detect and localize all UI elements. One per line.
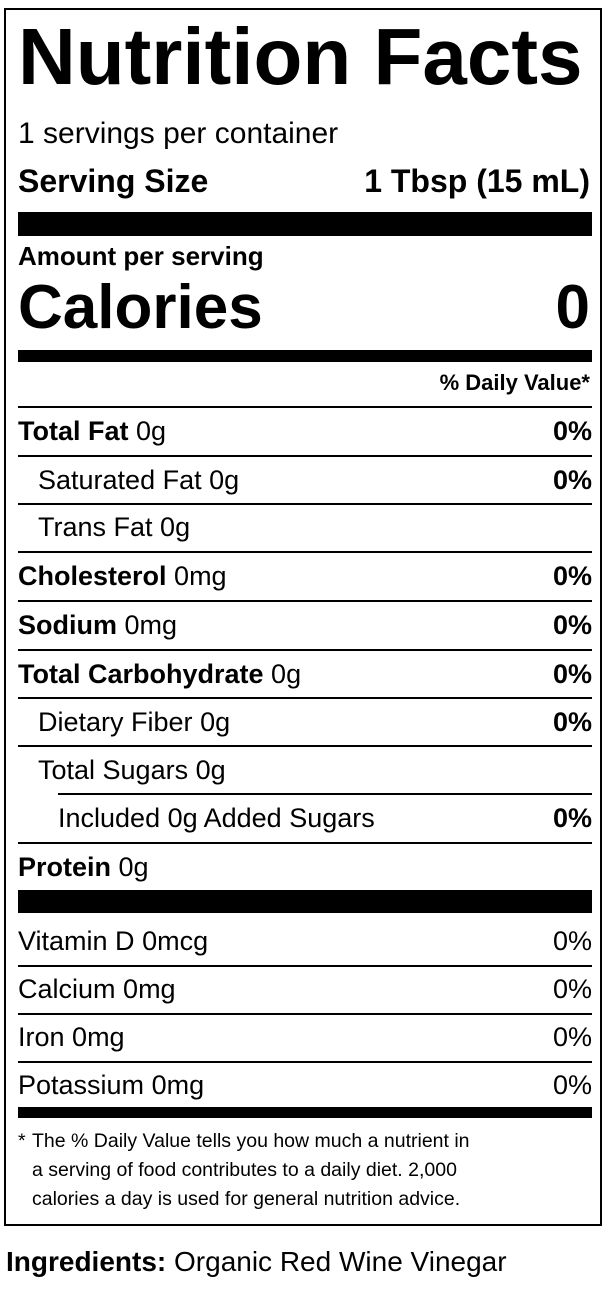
label-border <box>4 8 602 1226</box>
nutrient-name: Total Carbohydrate <box>18 658 264 689</box>
daily-value: 0% <box>552 973 592 1004</box>
rule <box>18 1013 592 1015</box>
daily-value: 0% <box>552 464 592 495</box>
vitamin-row: Calcium 0mg 0% <box>18 965 592 1013</box>
thick-bar <box>18 212 592 236</box>
vitamin-row: Iron 0mg 0% <box>18 1013 592 1061</box>
nutrient-amount: 0g <box>136 415 167 446</box>
nutrient-amount: 0g <box>118 851 149 882</box>
footnote-line: a serving of food contributes to a daily… <box>32 1159 457 1181</box>
nutrient-row: Total Fat 0g 0% <box>18 407 592 455</box>
vitamin-name: Iron <box>18 1021 65 1052</box>
vitamin-name: Potassium <box>18 1069 145 1100</box>
daily-value: 0% <box>552 415 592 446</box>
nutrient-row: Sodium 0mg 0% <box>18 601 592 649</box>
nutrient-amount: 0g <box>209 464 240 495</box>
vitamin-name: Vitamin D <box>18 925 135 956</box>
ingredients-text: Organic Red Wine Vinegar <box>174 1246 507 1277</box>
rule <box>58 793 592 795</box>
nutrient-name: Total Sugars <box>38 754 189 785</box>
nutrient-name: Dietary Fiber <box>38 706 193 737</box>
rule <box>18 503 592 505</box>
rule <box>18 842 592 844</box>
rule <box>18 455 592 457</box>
calories-value: 0 <box>555 273 590 342</box>
footnote-mark: * <box>18 1130 26 1152</box>
nutrient-amount: 0mg <box>124 609 178 640</box>
nutrient-row: Trans Fat 0g <box>18 503 592 551</box>
daily-value: 0% <box>552 706 592 737</box>
daily-value: 0% <box>552 560 592 591</box>
vitamin-row: Potassium 0mg 0% <box>18 1061 592 1109</box>
rule <box>18 406 592 408</box>
daily-value: 0% <box>552 1021 592 1052</box>
ingredients-label: Ingredients: <box>6 1246 167 1277</box>
nutrient-amount: 0g <box>195 754 226 785</box>
medium-bar <box>18 1107 592 1118</box>
rule <box>18 600 592 602</box>
nutrient-name: Protein <box>18 851 112 882</box>
nutrient-name: Total Fat <box>18 415 129 446</box>
nutrient-row: Included 0g Added Sugars 0% <box>18 794 592 842</box>
daily-value: 0% <box>552 609 592 640</box>
footnote-line: The % Daily Value tells you how much a n… <box>32 1130 470 1152</box>
ingredients: Ingredients: Organic Red Wine Vinegar <box>6 1248 507 1276</box>
daily-value: 0% <box>552 658 592 689</box>
nutrient-amount: 0g <box>271 658 302 689</box>
vitamin-amount: 0mg <box>123 973 176 1004</box>
nutrient-row: Saturated Fat 0g 0% <box>18 456 592 504</box>
rule <box>18 697 592 699</box>
rule <box>18 1061 592 1063</box>
daily-value: 0% <box>552 1069 592 1100</box>
vitamin-name: Calcium <box>18 973 116 1004</box>
nutrient-row: Total Sugars 0g <box>18 746 592 794</box>
nutrient-name: Saturated Fat <box>38 464 202 495</box>
nutrient-amount: 0g <box>160 511 191 542</box>
servings: 1 servings per container <box>18 117 339 150</box>
rule <box>18 551 592 553</box>
amount-per-serving: Amount per serving <box>18 241 264 271</box>
daily-value: 0% <box>552 925 592 956</box>
medium-bar <box>18 350 592 362</box>
nutrient-name: Cholesterol <box>18 560 167 591</box>
vitamin-amount: 0mg <box>72 1021 125 1052</box>
nutrient-amount: 0mg <box>174 560 227 591</box>
rule <box>18 745 592 747</box>
vitamin-amount: 0mcg <box>142 925 209 956</box>
rule <box>18 649 592 651</box>
nutrient-name: Included 0g Added Sugars <box>58 802 375 833</box>
nutrient-name: Trans Fat <box>38 511 153 542</box>
vitamin-row: Vitamin D 0mcg 0% <box>18 917 592 965</box>
nutrient-row: Dietary Fiber 0g 0% <box>18 698 592 746</box>
thick-bar <box>18 890 592 913</box>
vitamin-amount: 0mg <box>151 1069 205 1100</box>
nutrient-row: Protein 0g <box>18 843 592 891</box>
daily-value-header: % Daily Value* <box>439 370 590 395</box>
nutrient-row: Cholesterol 0mg 0% <box>18 552 592 600</box>
nutrient-amount: 0g <box>200 706 231 737</box>
footnote: * The % Daily Value tells you how much a… <box>18 1127 470 1214</box>
nutrient-name: Sodium <box>18 609 117 640</box>
footnote-line: calories a day is used for general nutri… <box>32 1188 461 1210</box>
title: Nutrition Facts <box>18 12 583 101</box>
calories-label: Calories <box>18 273 263 342</box>
nutrient-row: Total Carbohydrate 0g 0% <box>18 650 592 698</box>
rule <box>18 965 592 967</box>
serving-size-value: 1 Tbsp (15 mL) <box>364 163 590 199</box>
daily-value: 0% <box>552 802 592 833</box>
serving-size-label: Serving Size <box>18 163 209 199</box>
